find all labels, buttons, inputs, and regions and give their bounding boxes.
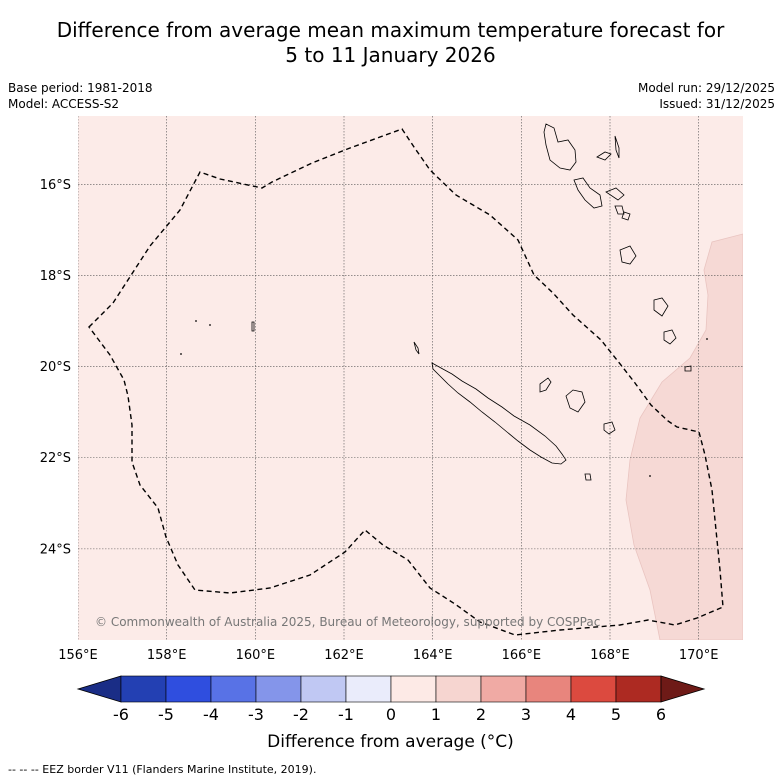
eez-footnote: -- -- -- EEZ border V11 (Flanders Marine… [8, 763, 317, 776]
title-line-2: 5 to 11 January 2026 [285, 43, 496, 67]
lon-tick-label: 170°E [679, 648, 719, 663]
model-label: Model: ACCESS-S2 [8, 97, 120, 111]
colorbar-bin [210, 675, 257, 703]
colorbar-title: Difference from average (°C) [267, 732, 514, 752]
meta-left: Base period: 1981-2018 Model: ACCESS-S2 [8, 80, 153, 112]
plot-area [78, 116, 743, 640]
mare-island [603, 421, 616, 435]
colorbar-bin [165, 675, 212, 703]
espiritu-santo [543, 123, 577, 171]
colorbar-bin [435, 675, 482, 703]
meta-right: Model run: 29/12/2025 Issued: 31/12/2025 [638, 80, 775, 112]
matthew-island [684, 365, 692, 372]
colorbar-bin [525, 675, 572, 703]
model-run-label: Model run: 29/12/2025 [637, 81, 775, 95]
tanna-island [653, 297, 669, 317]
colorbar-tick-label: -2 [293, 705, 309, 724]
warm-anomaly-area [625, 233, 743, 640]
reef-dot-3 [180, 353, 182, 355]
pentecost-island [605, 187, 625, 201]
reef-dot-5 [706, 338, 708, 340]
colorbar-tick-label: -3 [248, 705, 264, 724]
copyright-text: © Commonwealth of Australia 2025, Bureau… [95, 615, 600, 629]
longitude-labels: 156°E 158°E 160°E 162°E 164°E 166°E 168°E 170°E [58, 648, 718, 663]
lifou-island [565, 389, 586, 413]
colorbar-tick-label: -5 [158, 705, 174, 724]
colorbar-tick-label: -1 [338, 705, 354, 724]
gridlines [78, 116, 743, 640]
colorbar-extend-high [660, 675, 706, 703]
erromango-island [619, 245, 637, 265]
lat-tick-label: 16°S [40, 178, 71, 193]
belep-islands [413, 341, 420, 355]
chesterfield-reef [251, 321, 255, 332]
colorbar-bin [345, 675, 392, 703]
issued-label: Issued: 31/12/2025 [659, 97, 775, 111]
colorbar [76, 675, 706, 703]
lat-tick-label: 22°S [40, 451, 71, 466]
colorbar-extend-low [76, 675, 122, 703]
base-period-label: Base period: 1981-2018 [8, 81, 153, 95]
lon-tick-label: 166°E [502, 648, 542, 663]
colorbar-bin [480, 675, 527, 703]
epi-island [614, 205, 625, 215]
lat-tick-label: 18°S [40, 269, 71, 284]
colorbar-bin [120, 675, 167, 703]
ouvea-island [539, 377, 552, 393]
colorbar-tick-label: 5 [611, 705, 621, 724]
lat-tick-label: 24°S [40, 542, 71, 557]
colorbar-tick-label: 6 [656, 705, 666, 724]
lon-tick-label: 160°E [236, 648, 276, 663]
lon-tick-label: 164°E [413, 648, 453, 663]
colorbar-tick-label: -4 [203, 705, 219, 724]
malekula-island [573, 177, 603, 209]
latitude-labels: 16°S 18°S 20°S 22°S 24°S [40, 178, 71, 558]
map-title: Difference from average mean maximum tem… [0, 18, 781, 68]
colorbar-tick-label: 1 [431, 705, 441, 724]
colorbar-bin [570, 675, 617, 703]
colorbar-tick-labels: -6 -5 -4 -3 -2 -1 0 1 2 3 4 5 6 [113, 705, 666, 724]
lon-tick-label: 168°E [590, 648, 630, 663]
lon-tick-label: 162°E [324, 648, 364, 663]
aneityum-island [663, 329, 677, 345]
new-caledonia-grande-terre [431, 362, 567, 465]
colorbar-bin [300, 675, 347, 703]
eez-border [88, 128, 724, 636]
reef-dot-2 [209, 324, 211, 326]
colorbar-tick-label: 4 [566, 705, 576, 724]
reef-dot-4 [649, 475, 651, 477]
ambae-island [596, 151, 612, 161]
lon-tick-label: 156°E [58, 648, 98, 663]
isle-of-pines [584, 473, 592, 481]
colorbar-bin [615, 675, 662, 703]
colorbar-tick-label: 2 [476, 705, 486, 724]
reef-dot-1 [195, 320, 197, 322]
colorbar-tick-label: 0 [386, 705, 396, 724]
lon-tick-label: 158°E [147, 648, 187, 663]
colorbar-tick-label: -6 [113, 705, 129, 724]
lat-tick-label: 20°S [40, 360, 71, 375]
colorbar-bin [255, 675, 302, 703]
colorbar-tick-label: 3 [521, 705, 531, 724]
maewo-island [614, 135, 620, 159]
efate-island [621, 211, 631, 221]
colorbar-bin [390, 675, 437, 703]
title-line-1: Difference from average mean maximum tem… [56, 18, 725, 42]
